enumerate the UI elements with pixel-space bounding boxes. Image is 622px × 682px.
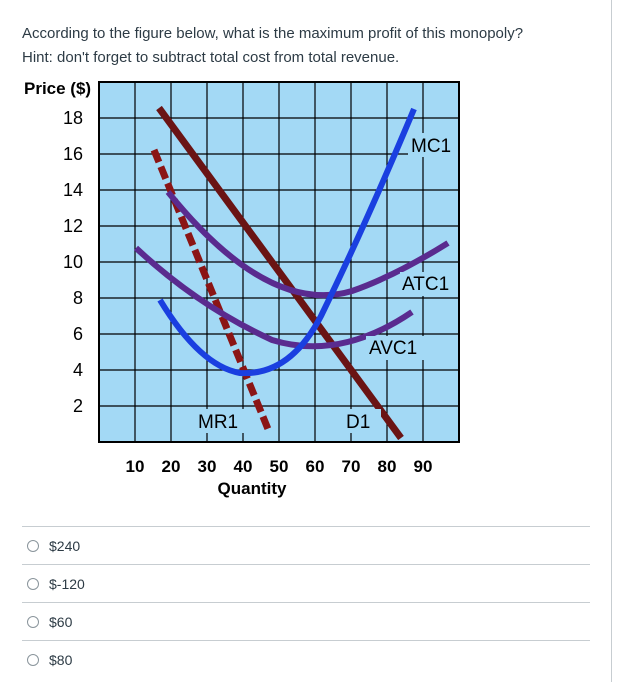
monopoly-cost-figure: Price ($) 18 16 14 12 10 8 6 4 2 10 20 3… bbox=[24, 79, 460, 498]
y-tick-label: 2 bbox=[73, 396, 83, 416]
answer-option[interactable]: $80 bbox=[22, 640, 590, 678]
avc-label: AVC1 bbox=[369, 338, 417, 359]
y-tick-label: 10 bbox=[63, 252, 83, 272]
atc-curve bbox=[165, 190, 450, 299]
x-tick-label: 30 bbox=[198, 457, 217, 476]
mr-label: MR1 bbox=[198, 412, 238, 433]
avc-label-bg bbox=[366, 336, 424, 360]
atc-label-bg bbox=[400, 272, 458, 296]
mc-label-bg bbox=[408, 133, 458, 157]
y-axis-label: Price ($) bbox=[24, 79, 91, 98]
mc-label: MC1 bbox=[411, 136, 451, 157]
question-hint: Hint: don't forget to subtract total cos… bbox=[22, 49, 400, 66]
answer-label: $80 bbox=[49, 651, 73, 668]
radio-button[interactable] bbox=[27, 577, 39, 590]
demand-curve bbox=[156, 105, 404, 441]
x-tick-label: 80 bbox=[378, 457, 397, 476]
avc-curve bbox=[133, 245, 414, 350]
x-tick-label: 40 bbox=[234, 457, 253, 476]
answer-option[interactable]: $-120 bbox=[22, 564, 590, 602]
gridlines bbox=[99, 82, 459, 442]
answer-label: $60 bbox=[49, 613, 73, 630]
mr-curve bbox=[150, 148, 272, 431]
x-tick-label: 90 bbox=[414, 457, 433, 476]
y-tick-label: 16 bbox=[63, 144, 83, 164]
x-tick-label: 50 bbox=[270, 457, 289, 476]
x-tick-label: 70 bbox=[342, 457, 361, 476]
d-label: D1 bbox=[346, 412, 370, 433]
y-tick-label: 6 bbox=[73, 324, 83, 344]
mr-label-bg bbox=[196, 409, 254, 433]
d-label-bg bbox=[343, 409, 381, 433]
y-tick-label: 4 bbox=[73, 360, 83, 380]
radio-button[interactable] bbox=[27, 653, 39, 666]
x-axis-label: Quantity bbox=[218, 479, 287, 498]
x-tick-label: 60 bbox=[306, 457, 325, 476]
answer-label: $240 bbox=[49, 537, 81, 554]
answer-option[interactable]: $240 bbox=[22, 526, 590, 564]
x-tick-label: 10 bbox=[126, 457, 145, 476]
answer-label: $-120 bbox=[49, 575, 85, 592]
y-tick-label: 8 bbox=[73, 288, 83, 308]
y-tick-label: 14 bbox=[63, 180, 83, 200]
y-tick-label: 18 bbox=[63, 108, 83, 128]
x-tick-label: 20 bbox=[162, 457, 181, 476]
atc-label: ATC1 bbox=[402, 274, 449, 295]
radio-button[interactable] bbox=[27, 615, 39, 628]
answer-option[interactable]: $60 bbox=[22, 602, 590, 640]
mc-curve bbox=[157, 107, 417, 377]
question-line-1: According to the figure below, what is t… bbox=[22, 25, 524, 42]
y-tick-label: 12 bbox=[63, 216, 83, 236]
question-text: According to the figure below, what is t… bbox=[22, 22, 602, 70]
answer-list: $240 $-120 $60 $80 bbox=[22, 526, 590, 678]
radio-button[interactable] bbox=[27, 539, 39, 552]
